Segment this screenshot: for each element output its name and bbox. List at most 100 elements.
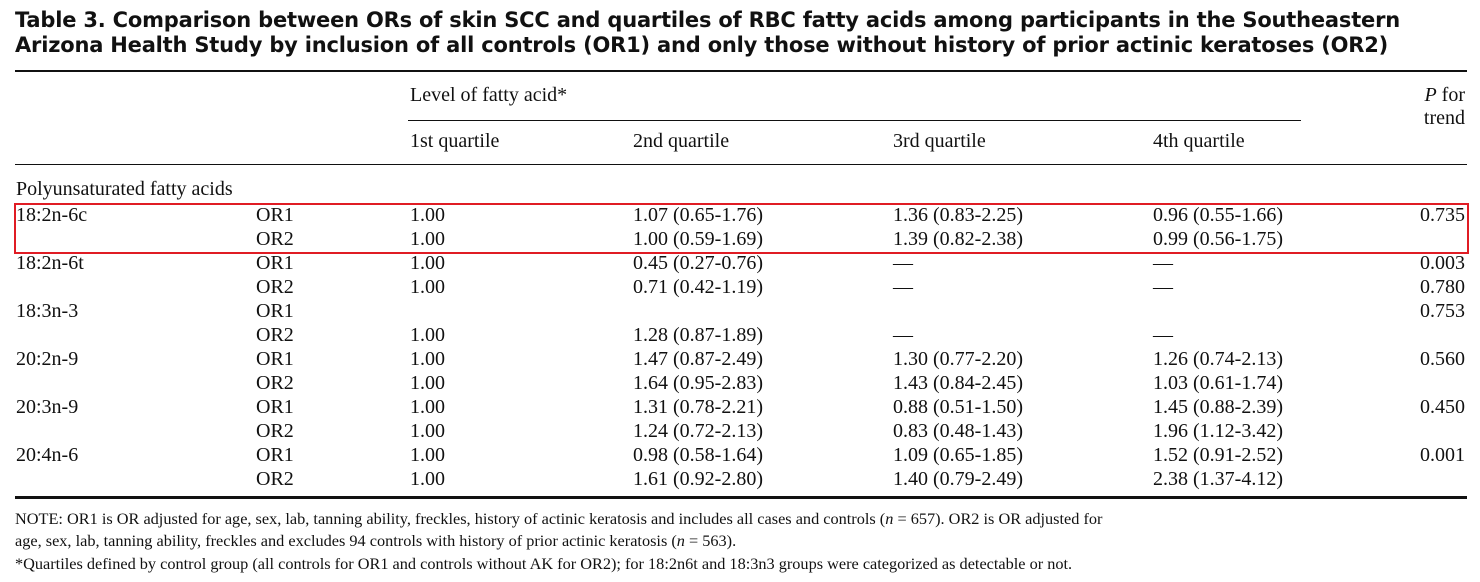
fatty-acid-cell: 20:4n-6 (16, 444, 79, 466)
table-row: OR2 1.00 1.00 (0.59-1.69) 1.39 (0.82-2.38) 0… (0, 227, 1480, 251)
q2-cell: 1.31 (0.78-2.21) (633, 396, 763, 418)
q3-cell: 1.30 (0.77-2.20) (893, 348, 1023, 370)
table-row: OR2 1.00 0.71 (0.42-1.19) — — 0.780 (0, 275, 1480, 299)
header-trend: trend (1423, 107, 1465, 129)
q4-cell: 0.99 (0.56-1.75) (1153, 228, 1283, 250)
q2-cell: 1.07 (0.65-1.76) (633, 204, 763, 226)
q2-cell: 0.98 (0.58-1.64) (633, 444, 763, 466)
q2-cell: 1.00 (0.59-1.69) (633, 228, 763, 250)
q2-cell: 1.61 (0.92-2.80) (633, 468, 763, 490)
q4-cell: — (1153, 252, 1173, 274)
q1-cell: 1.00 (410, 396, 445, 418)
header-q2: 2nd quartile (633, 130, 730, 152)
model-cell: OR2 (256, 324, 294, 346)
q3-cell: 1.39 (0.82-2.38) (893, 228, 1023, 250)
q1-cell: 1.00 (410, 228, 445, 250)
q3-cell: 0.83 (0.48-1.43) (893, 420, 1023, 442)
q3-cell: — (893, 324, 913, 346)
p-trend-cell: 0.753 (1420, 300, 1465, 322)
p-trend-cell: 0.735 (1420, 204, 1465, 226)
model-cell: OR1 (256, 444, 294, 466)
q1-cell: 1.00 (410, 204, 445, 226)
q2-cell: 1.47 (0.87-2.49) (633, 348, 763, 370)
q1-cell: 1.00 (410, 372, 445, 394)
q1-cell: 1.00 (410, 444, 445, 466)
q2-cell: 1.24 (0.72-2.13) (633, 420, 763, 442)
fatty-acid-cell: 20:2n-9 (16, 348, 79, 370)
q3-cell: 1.36 (0.83-2.25) (893, 204, 1023, 226)
model-cell: OR2 (256, 468, 294, 490)
header-p-for: P for (1424, 84, 1465, 106)
header-group-rule (408, 120, 1301, 121)
model-cell: OR2 (256, 420, 294, 442)
fatty-acid-cell: 18:3n-3 (16, 300, 79, 322)
q4-cell: 1.45 (0.88-2.39) (1153, 396, 1283, 418)
fatty-acid-cell: 18:2n-6c (16, 204, 88, 226)
table-row: 18:3n-3 OR1 0.753 (0, 299, 1480, 323)
q1-cell: 1.00 (410, 348, 445, 370)
q2-cell: 0.71 (0.42-1.19) (633, 276, 763, 298)
q4-cell: 1.52 (0.91-2.52) (1153, 444, 1283, 466)
model-cell: OR2 (256, 228, 294, 250)
note-line-2: age, sex, lab, tanning ability, freckles… (15, 531, 737, 550)
section-label: Polyunsaturated fatty acids (16, 178, 233, 200)
table-row: 20:3n-9 OR1 1.00 1.31 (0.78-2.21) 0.88 (0.51… (0, 395, 1480, 419)
title-line-2: Arizona Health Study by inclusion of all… (15, 33, 1389, 57)
fatty-acid-cell: 20:3n-9 (16, 396, 79, 418)
p-trend-cell: 0.560 (1420, 348, 1465, 370)
top-rule (15, 70, 1467, 72)
q1-cell: 1.00 (410, 420, 445, 442)
title-line-1: Table 3. Comparison between ORs of skin … (15, 8, 1400, 32)
table-row: 18:2n-6c OR1 1.00 1.07 (0.65-1.76) 1.36 (0.8… (0, 203, 1480, 227)
note-line-3: *Quartiles defined by control group (all… (15, 554, 1073, 573)
note-line-1: NOTE: OR1 is OR adjusted for age, sex, l… (15, 509, 1103, 528)
q2-cell: 1.64 (0.95-2.83) (633, 372, 763, 394)
q3-cell: — (893, 252, 913, 274)
q4-cell: — (1153, 276, 1173, 298)
q1-cell: 1.00 (410, 252, 445, 274)
highlight-box (14, 203, 1469, 254)
header-level-of-fatty-acid: Level of fatty acid* (410, 84, 568, 106)
table-row: OR2 1.00 1.61 (0.92-2.80) 1.40 (0.79-2.49) 2… (0, 467, 1480, 491)
q4-cell: 1.03 (0.61-1.74) (1153, 372, 1283, 394)
p-trend-cell: 0.001 (1420, 444, 1465, 466)
q4-cell: 1.96 (1.12-3.42) (1153, 420, 1283, 442)
q4-cell: — (1153, 324, 1173, 346)
q3-cell: 1.43 (0.84-2.45) (893, 372, 1023, 394)
model-cell: OR2 (256, 372, 294, 394)
table-row: 20:4n-6 OR1 1.00 0.98 (0.58-1.64) 1.09 (0.65… (0, 443, 1480, 467)
table-row: OR2 1.00 1.64 (0.95-2.83) 1.43 (0.84-2.45) 1… (0, 371, 1480, 395)
table-row: OR2 1.00 1.24 (0.72-2.13) 0.83 (0.48-1.43) 1… (0, 419, 1480, 443)
bottom-rule (15, 496, 1467, 499)
table-row: 20:2n-9 OR1 1.00 1.47 (0.87-2.49) 1.30 (0.77… (0, 347, 1480, 371)
table-row: OR2 1.00 1.28 (0.87-1.89) — — (0, 323, 1480, 347)
p-trend-cell: 0.780 (1420, 276, 1465, 298)
q3-cell: 0.88 (0.51-1.50) (893, 396, 1023, 418)
table-title: Table 3. Comparison between ORs of skin … (15, 8, 1400, 58)
model-cell: OR1 (256, 396, 294, 418)
model-cell: OR1 (256, 300, 294, 322)
q3-cell: 1.09 (0.65-1.85) (893, 444, 1023, 466)
q3-cell: — (893, 276, 913, 298)
q1-cell: 1.00 (410, 276, 445, 298)
p-trend-cell: 0.450 (1420, 396, 1465, 418)
table-row: 18:2n-6t OR1 1.00 0.45 (0.27-0.76) — — 0.003 (0, 251, 1480, 275)
header-q4: 4th quartile (1153, 130, 1245, 152)
model-cell: OR1 (256, 252, 294, 274)
q3-cell: 1.40 (0.79-2.49) (893, 468, 1023, 490)
model-cell: OR1 (256, 348, 294, 370)
header-q3: 3rd quartile (893, 130, 986, 152)
q4-cell: 2.38 (1.37-4.12) (1153, 468, 1283, 490)
q4-cell: 0.96 (0.55-1.66) (1153, 204, 1283, 226)
q4-cell: 1.26 (0.74-2.13) (1153, 348, 1283, 370)
q2-cell: 0.45 (0.27-0.76) (633, 252, 763, 274)
model-cell: OR2 (256, 276, 294, 298)
model-cell: OR1 (256, 204, 294, 226)
fatty-acid-cell: 18:2n-6t (16, 252, 84, 274)
q1-cell: 1.00 (410, 324, 445, 346)
q1-cell: 1.00 (410, 468, 445, 490)
header-bottom-rule (15, 164, 1467, 165)
p-trend-cell: 0.003 (1420, 252, 1465, 274)
q2-cell: 1.28 (0.87-1.89) (633, 324, 763, 346)
header-q1: 1st quartile (410, 130, 500, 152)
